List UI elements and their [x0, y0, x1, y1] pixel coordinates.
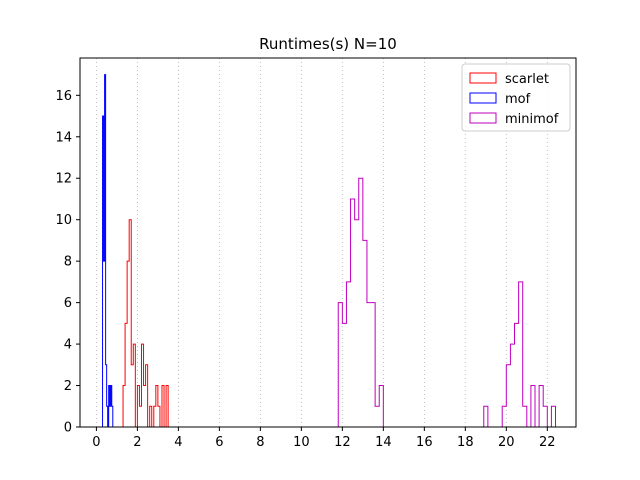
x-tick-label: 6 — [215, 435, 223, 450]
histogram-mof — [102, 74, 114, 428]
x-axis: 0 2 4 6 8 10 12 14 16 18 20 22 — [92, 427, 556, 450]
y-tick-label: 10 — [55, 213, 72, 228]
grid-lines — [95, 58, 548, 427]
y-tick-label: 2 — [64, 379, 72, 394]
x-tick-label: 4 — [174, 435, 182, 450]
x-tick-label: 12 — [334, 435, 351, 450]
y-tick-label: 4 — [64, 338, 72, 353]
y-tick-label: 16 — [55, 89, 72, 104]
chart-title: Runtimes(s) N=10 — [259, 35, 397, 53]
legend-swatch-scarlet — [469, 72, 497, 84]
legend-label-scarlet: scarlet — [505, 72, 549, 87]
x-tick-label: 16 — [416, 435, 433, 450]
legend-label-mof: mof — [505, 92, 531, 107]
x-tick-label: 2 — [133, 435, 141, 450]
y-tick-label: 6 — [64, 296, 72, 311]
legend-label-minimof: minimof — [505, 112, 559, 127]
y-tick-label: 12 — [55, 172, 72, 187]
plot-frame — [79, 57, 577, 428]
y-axis: 0 2 4 6 8 10 12 14 16 — [55, 89, 80, 436]
legend: scarlet mof minimof — [461, 63, 571, 132]
histogram-minimof — [337, 177, 557, 428]
x-tick-label: 18 — [457, 435, 474, 450]
x-tick-label: 14 — [375, 435, 392, 450]
legend-swatch-minimof — [469, 112, 497, 124]
x-tick-label: 20 — [498, 435, 515, 450]
x-tick-label: 0 — [92, 435, 100, 450]
x-tick-label: 22 — [539, 435, 556, 450]
x-tick-label: 8 — [256, 435, 264, 450]
legend-swatch-mof — [469, 92, 497, 104]
y-tick-label: 0 — [64, 421, 72, 436]
x-tick-label: 10 — [293, 435, 310, 450]
y-tick-label: 8 — [64, 255, 72, 270]
y-tick-label: 14 — [55, 130, 72, 145]
legend-box — [461, 63, 571, 132]
